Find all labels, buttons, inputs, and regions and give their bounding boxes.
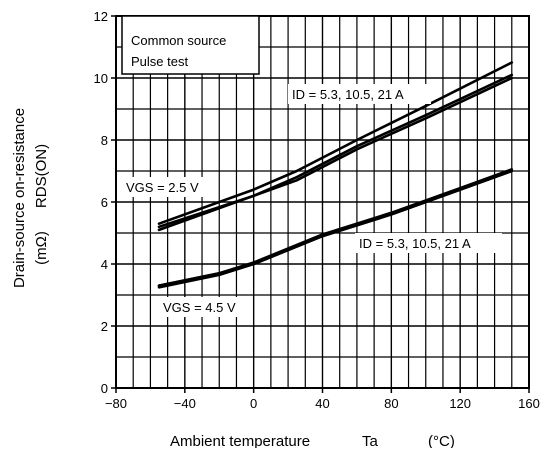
annotation-id-upper-bg: [288, 84, 431, 104]
y-tick-label: 0: [101, 381, 108, 396]
annotation-vgs-45: VGS = 4.5 V: [160, 297, 250, 317]
y-axis-title-line-1: Drain-source on-resistance: [11, 108, 28, 288]
y-tick-label: 6: [101, 195, 108, 210]
notes-box-frame: [121, 15, 260, 75]
x-axis-symbol: Ta: [362, 433, 379, 448]
x-tick-label: 40: [315, 396, 329, 411]
y-tick-label: 8: [101, 133, 108, 148]
series-line-6: [157, 169, 514, 289]
annotation-vgs-45-bg: [160, 297, 250, 317]
x-axis-unit: (°C): [428, 433, 455, 448]
y-tick-label: 2: [101, 319, 108, 334]
y-axis-symbol: RDS(ON): [33, 144, 50, 208]
annotation-id-lower-label: ID = 5.3, 10.5, 21 A: [359, 236, 471, 251]
x-tick-label: 80: [384, 396, 398, 411]
x-axis-title-text: Ambient temperature: [170, 433, 310, 448]
annotation-id-upper: ID = 5.3, 10.5, 21 A: [288, 84, 431, 104]
y-axis-unit: (mΩ): [33, 231, 50, 265]
tick-labels: −80 −40 0 40 80 120 160 0 2 4 6 8 10 12: [94, 9, 540, 411]
notes-line-1: Common source: [131, 33, 226, 48]
y-tick-label: 10: [94, 71, 108, 86]
annotation-vgs-25-bg: [122, 177, 210, 197]
annotation-id-upper-label: ID = 5.3, 10.5, 21 A: [292, 87, 404, 102]
x-tick-label: 160: [518, 396, 540, 411]
y-tick-label: 12: [94, 9, 108, 24]
series-line-5: [157, 168, 514, 288]
series-line-3: [157, 76, 514, 232]
series-line-1: [157, 61, 514, 225]
grid: [116, 16, 529, 388]
notes-line-2: Pulse test: [131, 54, 188, 69]
x-tick-label: 0: [250, 396, 257, 411]
x-tick-label: −80: [105, 396, 127, 411]
series-lines: [157, 61, 514, 289]
x-axis-title: Ambient temperature Ta (°C): [170, 433, 455, 450]
annotation-id-lower-bg: [355, 233, 502, 253]
notes-box: Common source Pulse test: [121, 15, 260, 75]
annotation-id-lower: ID = 5.3, 10.5, 21 A: [355, 233, 502, 253]
y-axis-title: Drain-source on-resistance RDS(ON) (mΩ): [11, 108, 50, 288]
axes: [111, 15, 530, 393]
x-tick-label: −40: [174, 396, 196, 411]
y-tick-label: 4: [101, 257, 108, 272]
annotation-vgs-25: VGS = 2.5 V: [122, 177, 210, 197]
x-tick-label: 120: [449, 396, 471, 411]
annotation-vgs-45-label: VGS = 4.5 V: [163, 300, 236, 315]
annotation-vgs-25-label: VGS = 2.5 V: [126, 180, 199, 195]
